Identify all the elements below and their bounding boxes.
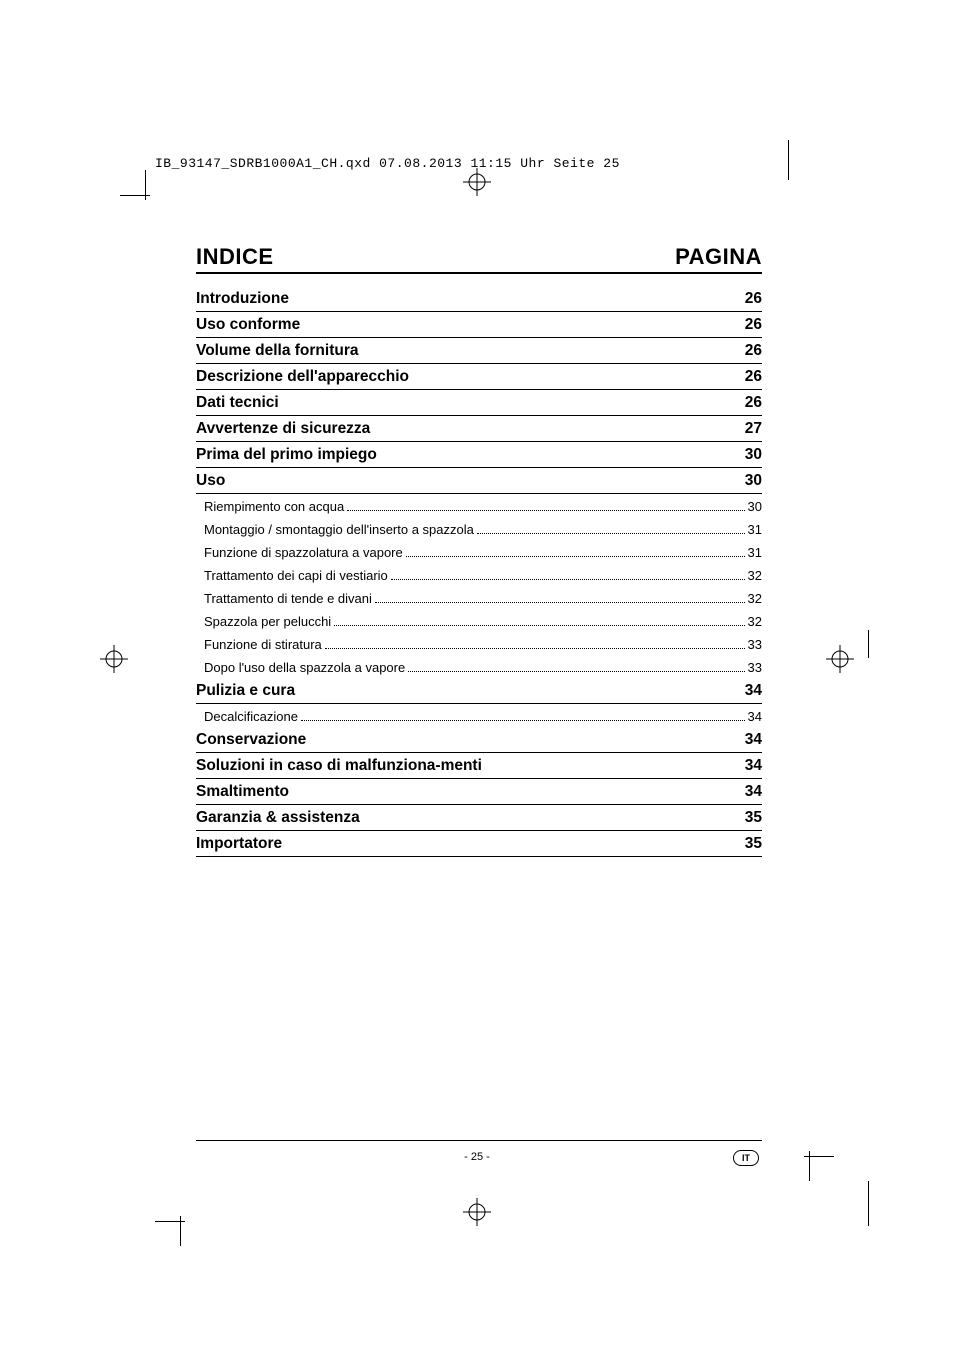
toc-main-row: Importatore 35 [196,831,762,857]
print-header: IB_93147_SDRB1000A1_CH.qxd 07.08.2013 11… [155,156,620,171]
toc-main-page: 27 [745,420,762,438]
toc-sub-label: Riempimento con acqua [204,499,344,514]
registration-mark-top [463,168,491,196]
toc-sub-page: 31 [748,545,762,560]
registration-mark-left [100,645,128,673]
toc-main-label: Soluzioni in caso di malfunziona-menti [196,757,482,775]
toc-sub-label: Montaggio / smontaggio dell'inserto a sp… [204,522,474,537]
toc-sub-label: Spazzola per pelucchi [204,614,331,629]
toc-main-page: 34 [745,682,762,700]
toc-main-row: Dati tecnici 26 [196,390,762,416]
toc-sub-page: 31 [748,522,762,537]
toc-sub-label: Funzione di spazzolatura a vapore [204,545,403,560]
toc-main-row: Descrizione dell'apparecchio 26 [196,364,762,390]
toc-main-page: 26 [745,394,762,412]
toc-leader-dots [301,720,745,721]
toc-main-page: 30 [745,472,762,490]
crop-tick-top-right [788,140,789,180]
toc-sub-row: Trattamento di tende e divani 32 [196,586,762,609]
toc-main-row: Introduzione 26 [196,286,762,312]
toc-main-row: Volume della fornitura 26 [196,338,762,364]
toc-title-row: INDICE PAGINA [196,244,762,274]
toc-sub-page: 32 [748,614,762,629]
toc-leader-dots [406,556,745,557]
toc-main-label: Uso [196,472,225,490]
toc-body: Introduzione26Uso conforme26Volume della… [196,286,762,857]
toc-main-label: Uso conforme [196,316,300,334]
toc-leader-dots [375,602,745,603]
toc-main-label: Garanzia & assistenza [196,809,360,827]
toc-main-label: Prima del primo impiego [196,446,377,464]
toc-main-row: Conservazione 34 [196,727,762,753]
toc-sub-page: 30 [748,499,762,514]
toc-sub-row: Montaggio / smontaggio dell'inserto a sp… [196,517,762,540]
toc-sub-label: Dopo l'uso della spazzola a vapore [204,660,405,675]
toc-title-right: PAGINA [675,244,762,270]
toc-leader-dots [477,533,745,534]
toc-sub-row: Dopo l'uso della spazzola a vapore 33 [196,655,762,678]
toc-main-page: 34 [745,783,762,801]
toc-main-page: 35 [745,835,762,853]
toc-main-label: Smaltimento [196,783,289,801]
crop-mark-bl [165,1206,195,1236]
toc-sub-label: Decalcificazione [204,709,298,724]
toc-sub-row: Funzione di stiratura 33 [196,632,762,655]
toc-main-label: Importatore [196,835,282,853]
toc-sub-row: Trattamento dei capi di vestiario 32 [196,563,762,586]
toc-sub-label: Trattamento dei capi di vestiario [204,568,388,583]
toc-main-page: 34 [745,757,762,775]
toc-leader-dots [391,579,745,580]
crop-tick-bottom-right [868,1181,869,1226]
toc-main-row: Soluzioni in caso di malfunziona-menti 34 [196,753,762,779]
registration-mark-right [826,645,854,673]
toc-leader-dots [408,671,744,672]
registration-mark-bottom [463,1198,491,1226]
toc-sub-page: 32 [748,568,762,583]
toc-main-page: 35 [745,809,762,827]
toc-sub-row: Funzione di spazzolatura a vapore 31 [196,540,762,563]
toc-main-page: 26 [745,290,762,308]
crop-mark-br [794,1141,824,1171]
footer-rule [196,1140,762,1141]
toc-main-label: Volume della fornitura [196,342,359,360]
crop-tick-right [868,630,869,658]
toc-title-left: INDICE [196,244,274,270]
toc-main-page: 26 [745,368,762,386]
toc-leader-dots [334,625,744,626]
print-header-text: IB_93147_SDRB1000A1_CH.qxd 07.08.2013 11… [155,156,620,171]
page: IB_93147_SDRB1000A1_CH.qxd 07.08.2013 11… [0,0,954,1351]
toc-sub-row: Spazzola per pelucchi 32 [196,609,762,632]
toc-main-row: Uso conforme 26 [196,312,762,338]
footer-page-number: - 25 - [464,1151,490,1163]
toc-main-label: Conservazione [196,731,306,749]
crop-mark-tl [130,180,160,210]
toc-main-row: Uso 30 [196,468,762,494]
toc-sub-label: Funzione di stiratura [204,637,322,652]
toc-main-label: Descrizione dell'apparecchio [196,368,409,386]
toc-main-row: Garanzia & assistenza 35 [196,805,762,831]
toc-sub-row: Decalcificazione 34 [196,704,762,727]
toc-sub-label: Trattamento di tende e divani [204,591,372,606]
footer-lang-badge: IT [733,1150,759,1166]
toc-main-label: Pulizia e cura [196,682,295,700]
toc-main-row: Prima del primo impiego 30 [196,442,762,468]
toc-main-row: Avvertenze di sicurezza 27 [196,416,762,442]
toc-sub-page: 32 [748,591,762,606]
toc-main-page: 30 [745,446,762,464]
toc-main-label: Dati tecnici [196,394,279,412]
toc-main-label: Avvertenze di sicurezza [196,420,370,438]
toc-content: INDICE PAGINA Introduzione26Uso conforme… [196,244,762,857]
toc-main-label: Introduzione [196,290,289,308]
toc-sub-page: 34 [748,709,762,724]
toc-main-page: 26 [745,316,762,334]
toc-main-row: Smaltimento 34 [196,779,762,805]
toc-sub-page: 33 [748,660,762,675]
toc-leader-dots [347,510,744,511]
toc-sub-page: 33 [748,637,762,652]
toc-leader-dots [325,648,745,649]
toc-main-page: 26 [745,342,762,360]
toc-main-page: 34 [745,731,762,749]
toc-sub-row: Riempimento con acqua 30 [196,494,762,517]
toc-main-row: Pulizia e cura 34 [196,678,762,704]
